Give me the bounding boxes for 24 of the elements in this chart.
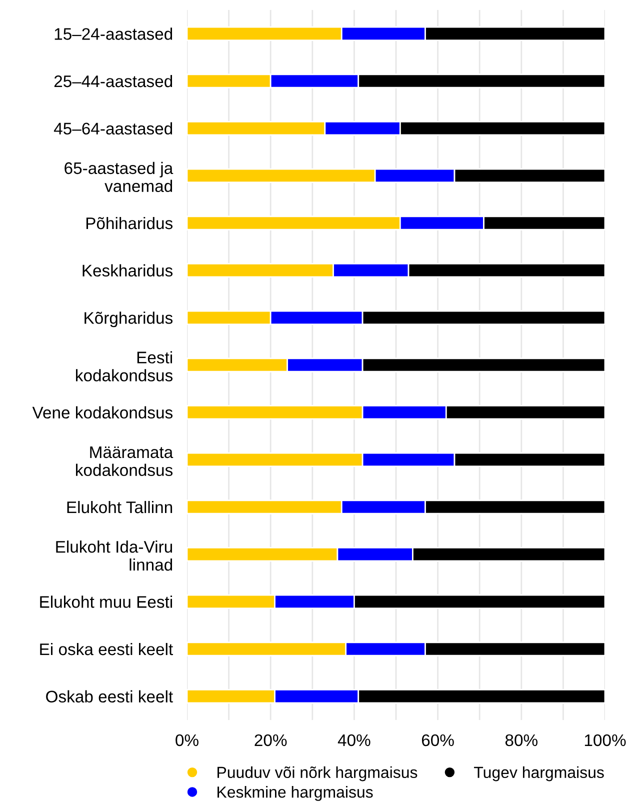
y-tick-label: Elukoht Tallinn <box>67 500 172 514</box>
y-tick-label: Kõrgharidus <box>84 312 173 328</box>
y-tick-label: Ei oska eesti keelt <box>40 642 173 656</box>
x-tick-label: 40% <box>338 734 370 746</box>
y-tick-label: Vene kodakondsus <box>32 406 173 419</box>
y-tick-label: 25–44-aastased <box>54 74 172 88</box>
y-tick-label: Elukoht muu Eesti <box>40 596 172 608</box>
x-tick-label: 60% <box>422 734 454 746</box>
x-tick-label: 20% <box>254 734 287 746</box>
x-tick-label: 100% <box>584 734 626 746</box>
y-tick-label: Keskharidus <box>82 264 173 277</box>
x-tick-label: 0% <box>176 734 198 746</box>
y-tick-label: 15–24-aastased <box>54 28 172 40</box>
x-tick-label: 80% <box>505 734 538 746</box>
legend-label: Puuduv või nõrk hargmaisus <box>218 766 418 782</box>
y-tick-label: Põhiharidus <box>86 216 173 230</box>
y-tick-label: Elukoht Ida-Viru linnad <box>56 540 172 571</box>
legend-label: Keskmine hargmaisus <box>218 786 373 801</box>
y-tick-label: 45–64-aastased <box>54 122 172 135</box>
y-tick-label: Oskab eesti keelt <box>46 690 173 703</box>
y-tick-label: Määramata kodakondsus <box>76 446 174 476</box>
legend-label: Tugev hargmaisus <box>474 766 604 782</box>
y-tick-label: 65-aastased ja vanemad <box>64 162 174 192</box>
y-tick-label: Eesti kodakondsus <box>76 351 173 382</box>
